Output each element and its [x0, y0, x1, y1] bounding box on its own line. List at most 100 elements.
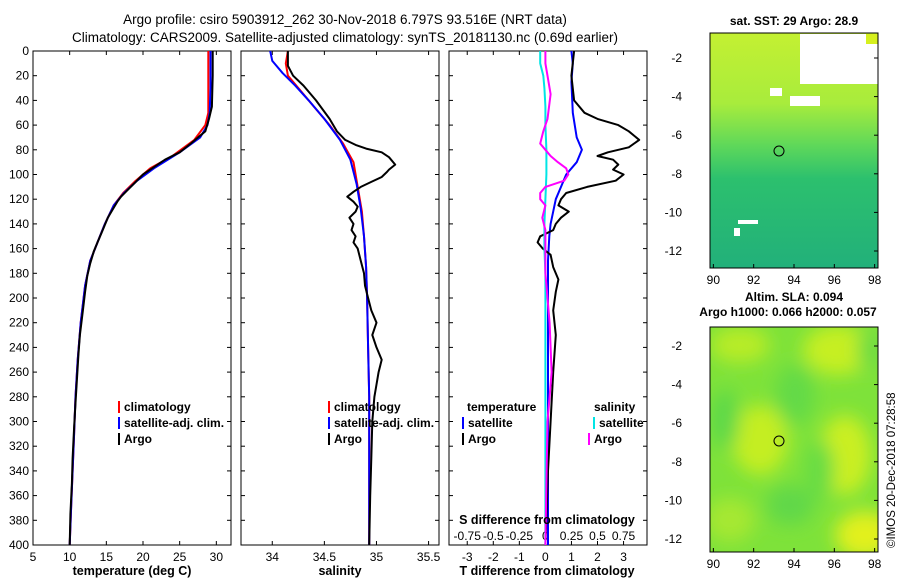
- depth-tick-label: 200: [9, 291, 29, 305]
- legend-salinity-header: salinity: [594, 400, 636, 414]
- series-line-t-argo: [536, 50, 641, 546]
- depth-tick-label: 240: [9, 340, 29, 354]
- map-y-tick-label: -4: [671, 378, 682, 392]
- legend-temperature-header: temperature: [467, 400, 537, 414]
- x-tick-label: 5: [30, 550, 37, 564]
- depth-tick-label: 400: [9, 538, 29, 552]
- series-line-argo: [286, 51, 397, 546]
- depth-tick-label: 80: [16, 143, 30, 157]
- depth-tick-label: 120: [9, 192, 29, 206]
- x-tick-label: 35: [370, 550, 384, 564]
- legend-s-satellite: satellite: [599, 416, 644, 430]
- difference-legend: temperature satellite Argo salinity sate…: [462, 400, 644, 446]
- depth-tick-label: 300: [9, 415, 29, 429]
- x-tick-label: 30: [210, 550, 224, 564]
- title-line-2: Climatology: CARS2009. Satellite-adjuste…: [72, 30, 618, 45]
- series-line-climatology: [68, 51, 210, 546]
- x-tick-label: 25: [173, 550, 187, 564]
- legend-t-satellite: satellite: [468, 416, 513, 430]
- depth-tick-label: 320: [9, 439, 29, 453]
- legend-climatology: climatology: [124, 400, 191, 414]
- legend-t-argo: Argo: [468, 432, 496, 446]
- s-difference-axis-label: S difference from climatology: [459, 513, 635, 527]
- salinity-x-ticks: 34 34.5 35 35.5: [266, 51, 441, 564]
- map-x-tick-label: 90: [707, 557, 721, 571]
- temperature-panel: 0 20 40 60 80 100 120 140 160 180 200 220 240 260 280 3…: [9, 44, 232, 578]
- depth-tick-label: 260: [9, 365, 29, 379]
- sst-map: sat. SST: 29 Argo: 28.9 90 92 94 96 98 -2 -4 -6…: [665, 14, 882, 287]
- sst-argo-position-marker: [773, 145, 785, 157]
- series-line-argo: [68, 51, 214, 546]
- map-y-tick-label: -10: [665, 205, 683, 219]
- map-x-tick-label: 90: [707, 273, 721, 287]
- temperature-profiles: [68, 51, 214, 546]
- salinity-legend: climatology satellite-adj. clim. Argo: [328, 400, 434, 446]
- s-diff-tick-label: 0.75: [612, 529, 636, 543]
- map-y-tick-label: -6: [671, 128, 682, 142]
- x-tick-label: 35.5: [417, 550, 441, 564]
- salinity-panel: 34 34.5 35 35.5 salinity climatology satell…: [240, 50, 441, 578]
- legend-argo: Argo: [124, 432, 152, 446]
- salinity-difference-ticks: -0.75 -0.5 -0.25 0 0.25 0.5 0.75: [454, 529, 636, 543]
- salinity-axis-label: salinity: [318, 564, 361, 578]
- sla-map-ticks: 90 92 94 96 98 -2 -4 -6 -8 -10 -12: [665, 339, 882, 571]
- difference-profiles: [536, 50, 641, 546]
- map-y-tick-label: -12: [665, 532, 683, 546]
- legend-climatology: climatology: [334, 400, 401, 414]
- x-tick-label: -1: [514, 550, 525, 564]
- map-x-tick-label: 98: [868, 273, 882, 287]
- x-tick-label: 10: [63, 550, 77, 564]
- map-y-tick-label: -8: [671, 455, 682, 469]
- series-line-s-satellite: [539, 51, 548, 545]
- depth-tick-label: 20: [16, 69, 30, 83]
- map-x-tick-label: 92: [747, 557, 761, 571]
- x-tick-label: 15: [100, 550, 114, 564]
- depth-tick-label: 100: [9, 168, 29, 182]
- depth-tick-label: 0: [22, 44, 29, 58]
- x-tick-label: 20: [136, 550, 150, 564]
- legend-argo: Argo: [334, 432, 362, 446]
- map-y-tick-label: -8: [671, 167, 682, 181]
- temperature-x-ticks: 5 10 15 20 25 30: [30, 51, 224, 564]
- sla-field: [710, 327, 878, 552]
- map-x-tick-label: 98: [868, 557, 882, 571]
- s-diff-tick-label: 0.5: [589, 529, 606, 543]
- difference-panel: -3 -2 -1 0 1 2 3 -0.75 -0.5 -0.25 0 0.25 0.5 0.75 T …: [448, 50, 648, 578]
- map-y-tick-label: -2: [671, 339, 682, 353]
- series-line-t-satellite: [547, 50, 583, 545]
- depth-tick-label: 340: [9, 464, 29, 478]
- x-tick-label: 2: [594, 550, 601, 564]
- s-diff-tick-label: -0.75: [454, 529, 482, 543]
- salinity-plot-frame: [240, 50, 440, 546]
- salinity-depth-ticks: [241, 50, 439, 546]
- map-x-tick-label: 94: [787, 273, 801, 287]
- difference-depth-ticks: [449, 50, 647, 546]
- depth-tick-label: 160: [9, 242, 29, 256]
- temperature-axis-label: temperature (deg C): [73, 564, 192, 578]
- sla-map-title-1: Altim. SLA: 0.094: [745, 290, 843, 304]
- depth-tick-label: 40: [16, 93, 30, 107]
- sla-map: Altim. SLA: 0.094 Argo h1000: 0.066 h200…: [665, 290, 882, 571]
- map-x-tick-label: 96: [828, 273, 842, 287]
- legend-satellite-adj-clim: satellite-adj. clim.: [124, 416, 224, 430]
- legend-satellite-adj-clim: satellite-adj. clim.: [334, 416, 434, 430]
- depth-tick-label: 140: [9, 217, 29, 231]
- map-y-tick-label: -12: [665, 244, 683, 258]
- sst-field: [710, 33, 878, 268]
- sst-map-title: sat. SST: 29 Argo: 28.9: [730, 14, 859, 28]
- depth-tick-label: 280: [9, 390, 29, 404]
- s-diff-tick-label: 0.25: [560, 529, 584, 543]
- legend-s-argo: Argo: [594, 432, 622, 446]
- map-y-tick-label: -10: [665, 493, 683, 507]
- series-line-s-argo: [539, 51, 570, 546]
- series-line-satellite-adj-clim-: [68, 51, 212, 546]
- map-y-tick-label: -6: [671, 416, 682, 430]
- s-diff-tick-label: -0.25: [506, 529, 534, 543]
- map-x-tick-label: 92: [747, 273, 761, 287]
- depth-tick-label: 60: [16, 118, 30, 132]
- x-tick-label: 3: [620, 550, 627, 564]
- depth-tick-label: 360: [9, 489, 29, 503]
- series-line-climatology: [284, 50, 371, 545]
- x-tick-label: 0: [542, 550, 549, 564]
